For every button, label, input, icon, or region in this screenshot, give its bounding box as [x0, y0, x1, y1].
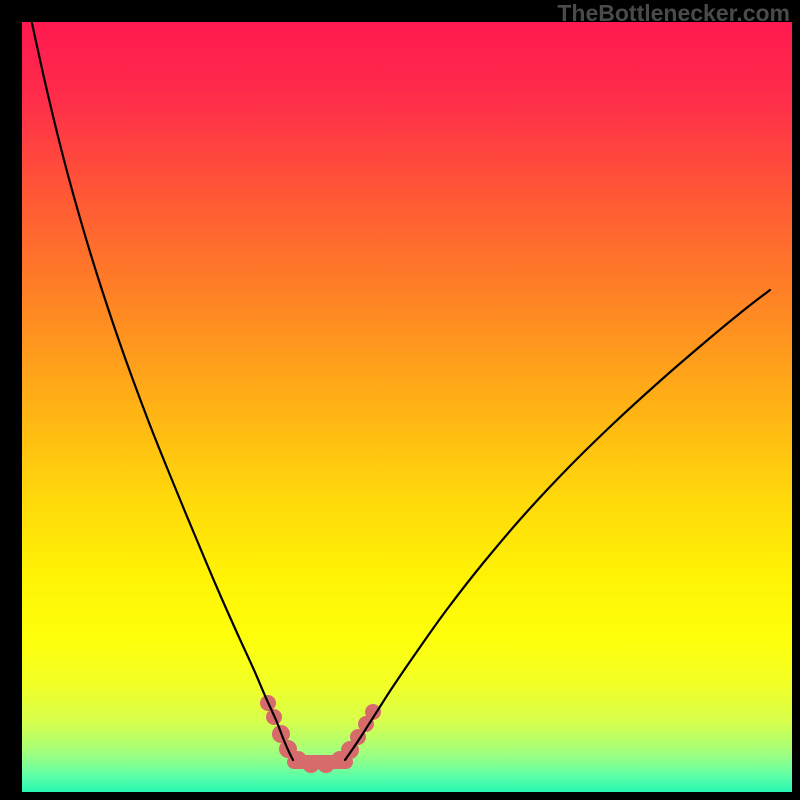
- border-right: [792, 0, 800, 800]
- chart-frame: TheBottlenecker.com: [0, 0, 800, 800]
- border-left: [0, 0, 22, 800]
- watermark-text: TheBottlenecker.com: [557, 0, 790, 27]
- curve-layer: [22, 22, 792, 792]
- border-bottom: [0, 792, 800, 800]
- left-curve: [27, 22, 293, 760]
- plot-area: [22, 22, 792, 792]
- right-curve: [345, 290, 770, 760]
